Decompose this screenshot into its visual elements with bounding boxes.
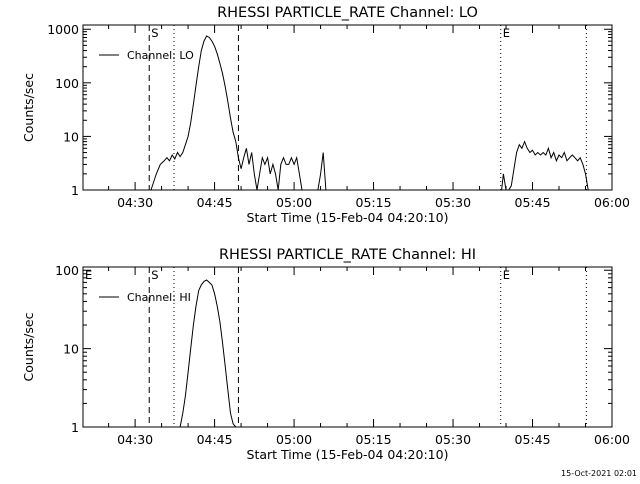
y-tick-label: 100 [55, 76, 79, 91]
x-tick-label: 05:15 [356, 195, 392, 210]
x-tick-label: 06:00 [594, 195, 630, 210]
x-tick-label: 06:00 [594, 432, 630, 447]
chart-title: RHESSI PARTICLE_RATE Channel: HI [219, 247, 476, 263]
y-tick-label: 1 [71, 420, 79, 435]
x-tick-label: 04:30 [117, 432, 153, 447]
x-axis-label: Start Time (15-Feb-04 04:20:10) [247, 447, 449, 462]
y-tick-label: 10 [63, 342, 79, 357]
x-tick-label: 05:00 [276, 195, 312, 210]
hi-channel-panel: RHESSI PARTICLE_RATE Channel: HI 04:30 04:… [21, 247, 630, 462]
footer-timestamp: 15-Oct-2021 02:01 [561, 469, 637, 478]
lo-channel-panel: RHESSI PARTICLE_RATE Channel: LO 04:30 04:… [21, 5, 630, 225]
y-tick-label: 10 [63, 129, 79, 144]
x-tick-label: 04:45 [197, 432, 233, 447]
series-line [501, 140, 589, 191]
y-axis-label: Counts/sec [21, 312, 36, 381]
y-tick-label: 1 [71, 183, 79, 198]
x-tick-label: 05:15 [356, 432, 392, 447]
legend-entry: Channel: HI [127, 291, 191, 304]
chart-title: RHESSI PARTICLE_RATE Channel: LO [217, 5, 478, 21]
y-tick-label: 100 [55, 263, 79, 278]
annotation-label: E [85, 268, 92, 282]
x-axis-label: Start Time (15-Feb-04 04:20:10) [247, 210, 449, 225]
x-tick-label: 05:30 [435, 432, 471, 447]
x-tick-label: 04:30 [117, 195, 153, 210]
x-tick-label: 04:45 [197, 195, 233, 210]
y-tick-label: 1000 [47, 22, 79, 37]
x-tick-label: 05:30 [435, 195, 471, 210]
x-tick-label: 05:00 [276, 432, 312, 447]
y-axis-label: Counts/sec [21, 73, 36, 142]
annotation-label: S [151, 268, 158, 282]
x-tick-label: 05:45 [515, 195, 551, 210]
legend-entry: Channel: LO [127, 49, 194, 62]
x-tick-label: 05:45 [515, 432, 551, 447]
annotation-label: E [503, 26, 510, 40]
annotation-label: E [503, 268, 510, 282]
series-line [179, 279, 237, 428]
annotation-label: S [151, 26, 158, 40]
series-line [150, 35, 327, 191]
